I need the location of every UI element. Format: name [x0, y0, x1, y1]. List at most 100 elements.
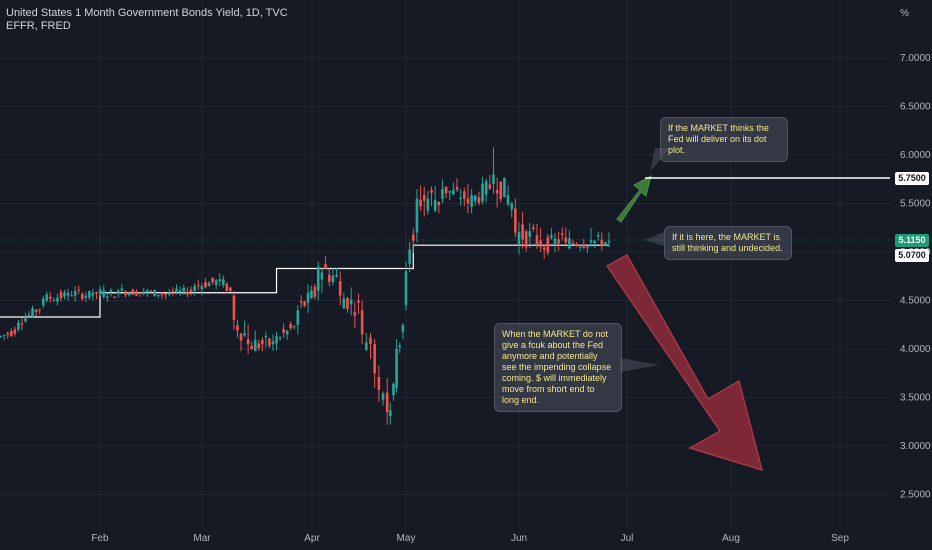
candle-body: [459, 197, 462, 200]
candle-body: [239, 333, 243, 341]
chart-subtitle: EFFR, FRED: [6, 20, 71, 32]
candle-body: [6, 332, 10, 335]
candle-body: [56, 297, 59, 302]
candle-body: [419, 199, 422, 207]
candle-body: [444, 186, 448, 194]
candle-body: [52, 300, 56, 302]
x-tick-label: Jul: [621, 533, 634, 544]
candle-body: [557, 239, 560, 244]
candle-body: [278, 338, 282, 340]
candle-body: [335, 274, 338, 277]
candle-body: [289, 323, 293, 329]
candle-body: [296, 310, 300, 325]
candle-body: [63, 292, 66, 297]
candle-body: [517, 232, 521, 245]
candle-body: [401, 325, 405, 332]
candle-body: [156, 294, 160, 296]
candle-body: [167, 292, 171, 295]
y-tick-label: 6.5000: [900, 102, 931, 113]
candle-body: [324, 264, 327, 269]
y-axis: 2.50003.00003.50004.00004.50005.00005.50…: [900, 53, 931, 501]
candle-body: [218, 279, 222, 282]
candle-body: [236, 325, 239, 331]
candle-body: [342, 298, 346, 309]
candle-body: [389, 410, 392, 417]
candle-body: [20, 323, 24, 325]
candlestick-series: [0, 147, 611, 425]
candle-body: [214, 280, 218, 286]
candle-body: [120, 288, 124, 291]
candle-body: [189, 289, 193, 292]
candle-body: [211, 277, 214, 283]
candle-body: [31, 308, 34, 317]
candle-body: [586, 246, 589, 249]
chart-title: United States 1 Month Government Bonds Y…: [6, 7, 288, 19]
candle-body: [127, 292, 131, 296]
note-pointer-middle: [644, 232, 664, 246]
y-tick-label: 4.5000: [900, 296, 931, 307]
annotation-bottom: When the MARKET do not give a fcuk about…: [494, 323, 622, 412]
candle-body: [9, 330, 13, 337]
candle-body: [17, 322, 20, 330]
candle-body: [593, 240, 596, 244]
candle-body: [470, 195, 473, 207]
candle-body: [564, 237, 568, 243]
candle-body: [66, 292, 70, 296]
candle-body: [91, 292, 95, 296]
x-tick-label: Apr: [304, 533, 320, 544]
candle-body: [411, 234, 415, 241]
candle-body: [59, 291, 63, 299]
candle-body: [600, 239, 604, 247]
bearish-arrow: [605, 253, 764, 472]
candle-body: [264, 335, 268, 338]
x-tick-label: Jun: [511, 533, 527, 544]
candle-body: [253, 339, 257, 352]
candle-body: [271, 341, 275, 345]
y-tick-label: 4.0000: [900, 344, 931, 355]
candle-body: [338, 281, 342, 296]
candle-body: [369, 337, 372, 345]
candle-body: [546, 237, 550, 253]
candle-body: [575, 244, 578, 246]
candle-body: [285, 330, 289, 335]
candle-body: [138, 292, 142, 294]
candle-body: [146, 290, 149, 293]
annotation-arrows: [605, 148, 764, 472]
candle-body: [106, 296, 109, 298]
effr-price-tag: 5.0700: [895, 249, 929, 262]
candle-body: [24, 318, 27, 322]
candle-body: [604, 242, 607, 246]
candle-body: [306, 292, 310, 303]
candle-body: [13, 329, 17, 334]
x-tick-label: Mar: [193, 533, 211, 544]
x-tick-label: May: [397, 533, 416, 544]
candle-body: [430, 190, 433, 193]
candle-body: [542, 247, 546, 250]
candle-body: [109, 289, 113, 292]
y-tick-label: 3.0000: [900, 441, 931, 452]
candle-body: [477, 197, 481, 203]
candle-body: [124, 291, 127, 296]
candle-body: [135, 291, 138, 296]
candle-body: [426, 198, 430, 211]
candle-body: [41, 298, 45, 306]
candle-body: [528, 231, 532, 237]
candle-body: [503, 177, 506, 197]
candle-body: [80, 293, 84, 300]
candle-body: [98, 289, 102, 294]
candle-body: [488, 184, 492, 189]
y-tick-label: 6.0000: [900, 150, 931, 161]
y-axis-unit: %: [900, 8, 909, 19]
candle-body: [492, 174, 495, 185]
candle-body: [365, 342, 368, 351]
candle-body: [178, 290, 182, 292]
candle-body: [175, 288, 178, 293]
candle-body: [102, 290, 106, 297]
y-tick-label: 7.0000: [900, 53, 931, 64]
candle-body: [510, 203, 514, 210]
candle-body: [27, 314, 31, 317]
candle-body: [481, 183, 484, 202]
candle-body: [268, 338, 271, 346]
candle-body: [506, 195, 510, 205]
